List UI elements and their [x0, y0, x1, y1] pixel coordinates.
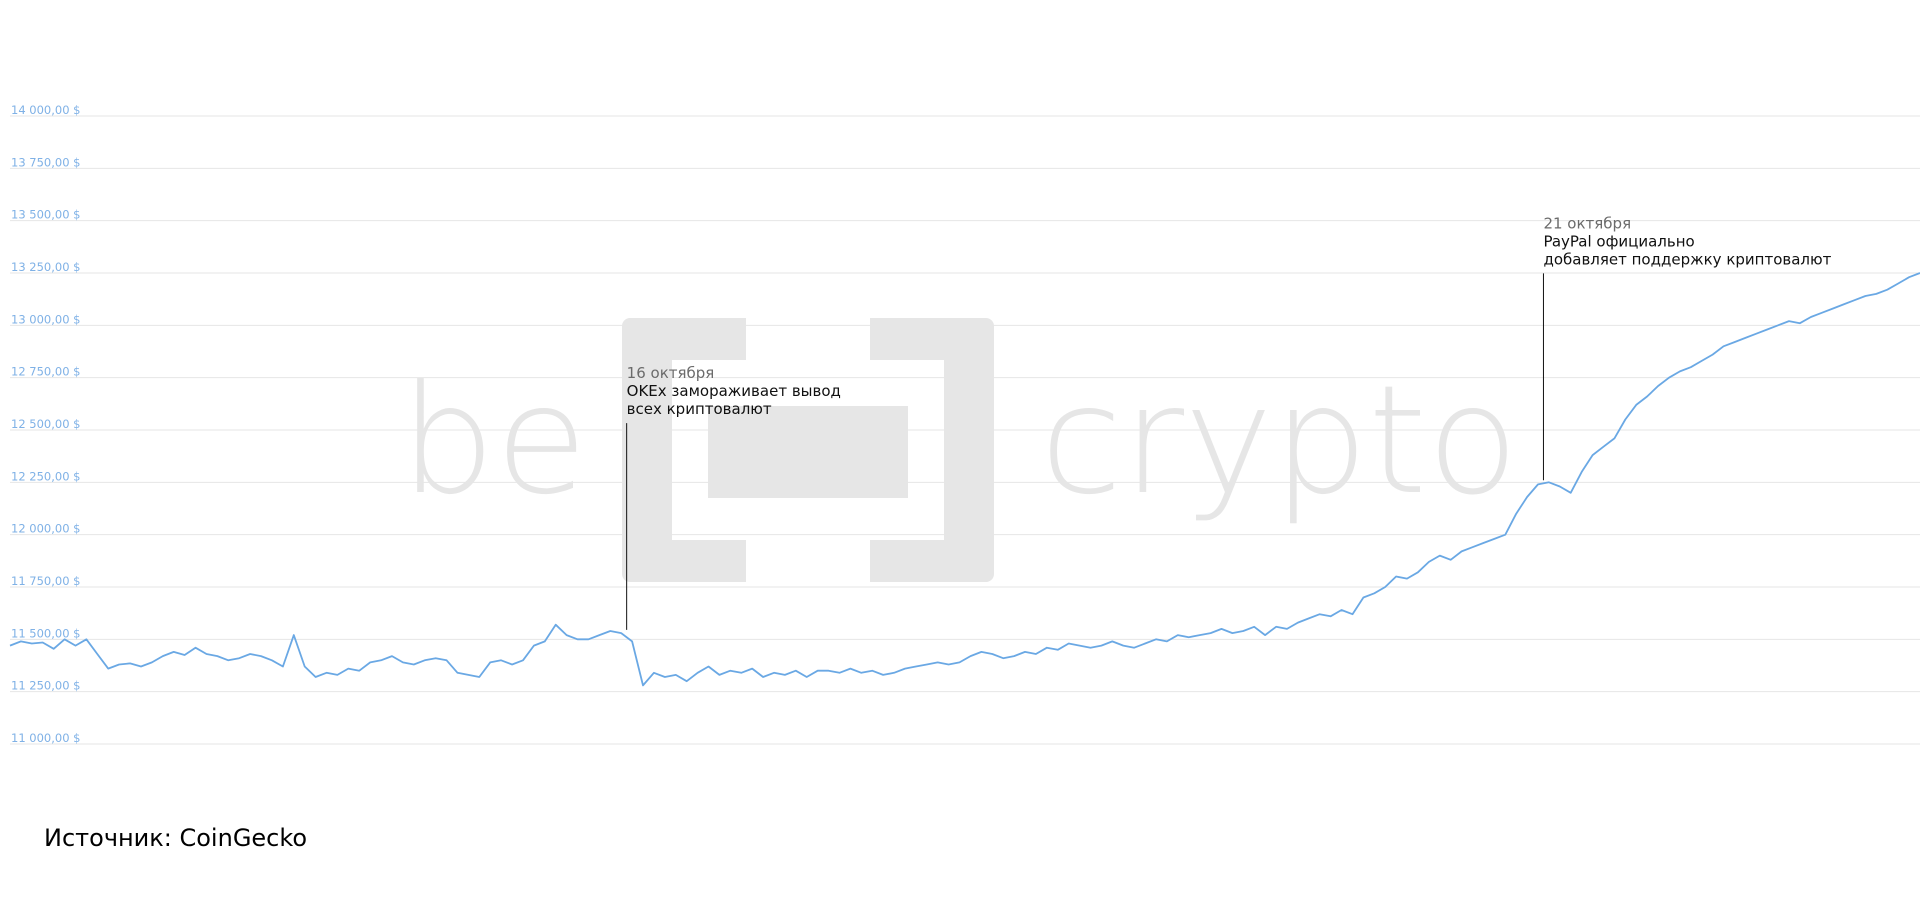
watermark-logo-icon: [622, 318, 994, 582]
grid-layer: [10, 115, 1920, 745]
source-label: Источник: CoinGecko: [44, 824, 308, 852]
y-tick-label: 11 000,00 $: [11, 731, 81, 745]
annotation-text: добавляет поддержку криптовалют: [1543, 250, 1831, 268]
y-tick-label: 12 250,00 $: [11, 469, 81, 483]
y-tick-label: 11 750,00 $: [11, 574, 81, 588]
annotation-text: PayPal официально: [1543, 232, 1694, 250]
y-tick-label: 11 500,00 $: [11, 626, 81, 640]
annotation-date: 21 октября: [1543, 214, 1631, 232]
y-tick-label: 12 000,00 $: [11, 522, 81, 536]
watermark-text-crypto: crypto: [1040, 354, 1519, 528]
y-tick-label: 14 000,00 $: [11, 103, 81, 117]
y-tick-label: 12 500,00 $: [11, 417, 81, 431]
y-tick-label: 12 750,00 $: [11, 365, 81, 379]
y-axis-ticks: 11 000,00 $ 11 250,00 $ 11 500,00 $ 11 750,…: [11, 103, 81, 745]
annotation-text: всех криптовалют: [627, 400, 772, 418]
annotation-text: OKEx замораживает вывод: [627, 382, 841, 400]
series-layer: [9, 272, 1920, 687]
annotation-date: 16 октября: [627, 364, 715, 382]
y-tick-label: 13 500,00 $: [11, 208, 81, 222]
series-line: [9, 272, 1920, 687]
y-tick-label: 13 000,00 $: [11, 312, 81, 326]
watermark: be crypto: [400, 318, 1519, 582]
y-tick-label: 13 750,00 $: [11, 155, 81, 169]
y-tick-label: 11 250,00 $: [11, 679, 81, 693]
y-tick-label: 13 250,00 $: [11, 260, 81, 274]
watermark-text-be: be: [400, 354, 588, 528]
